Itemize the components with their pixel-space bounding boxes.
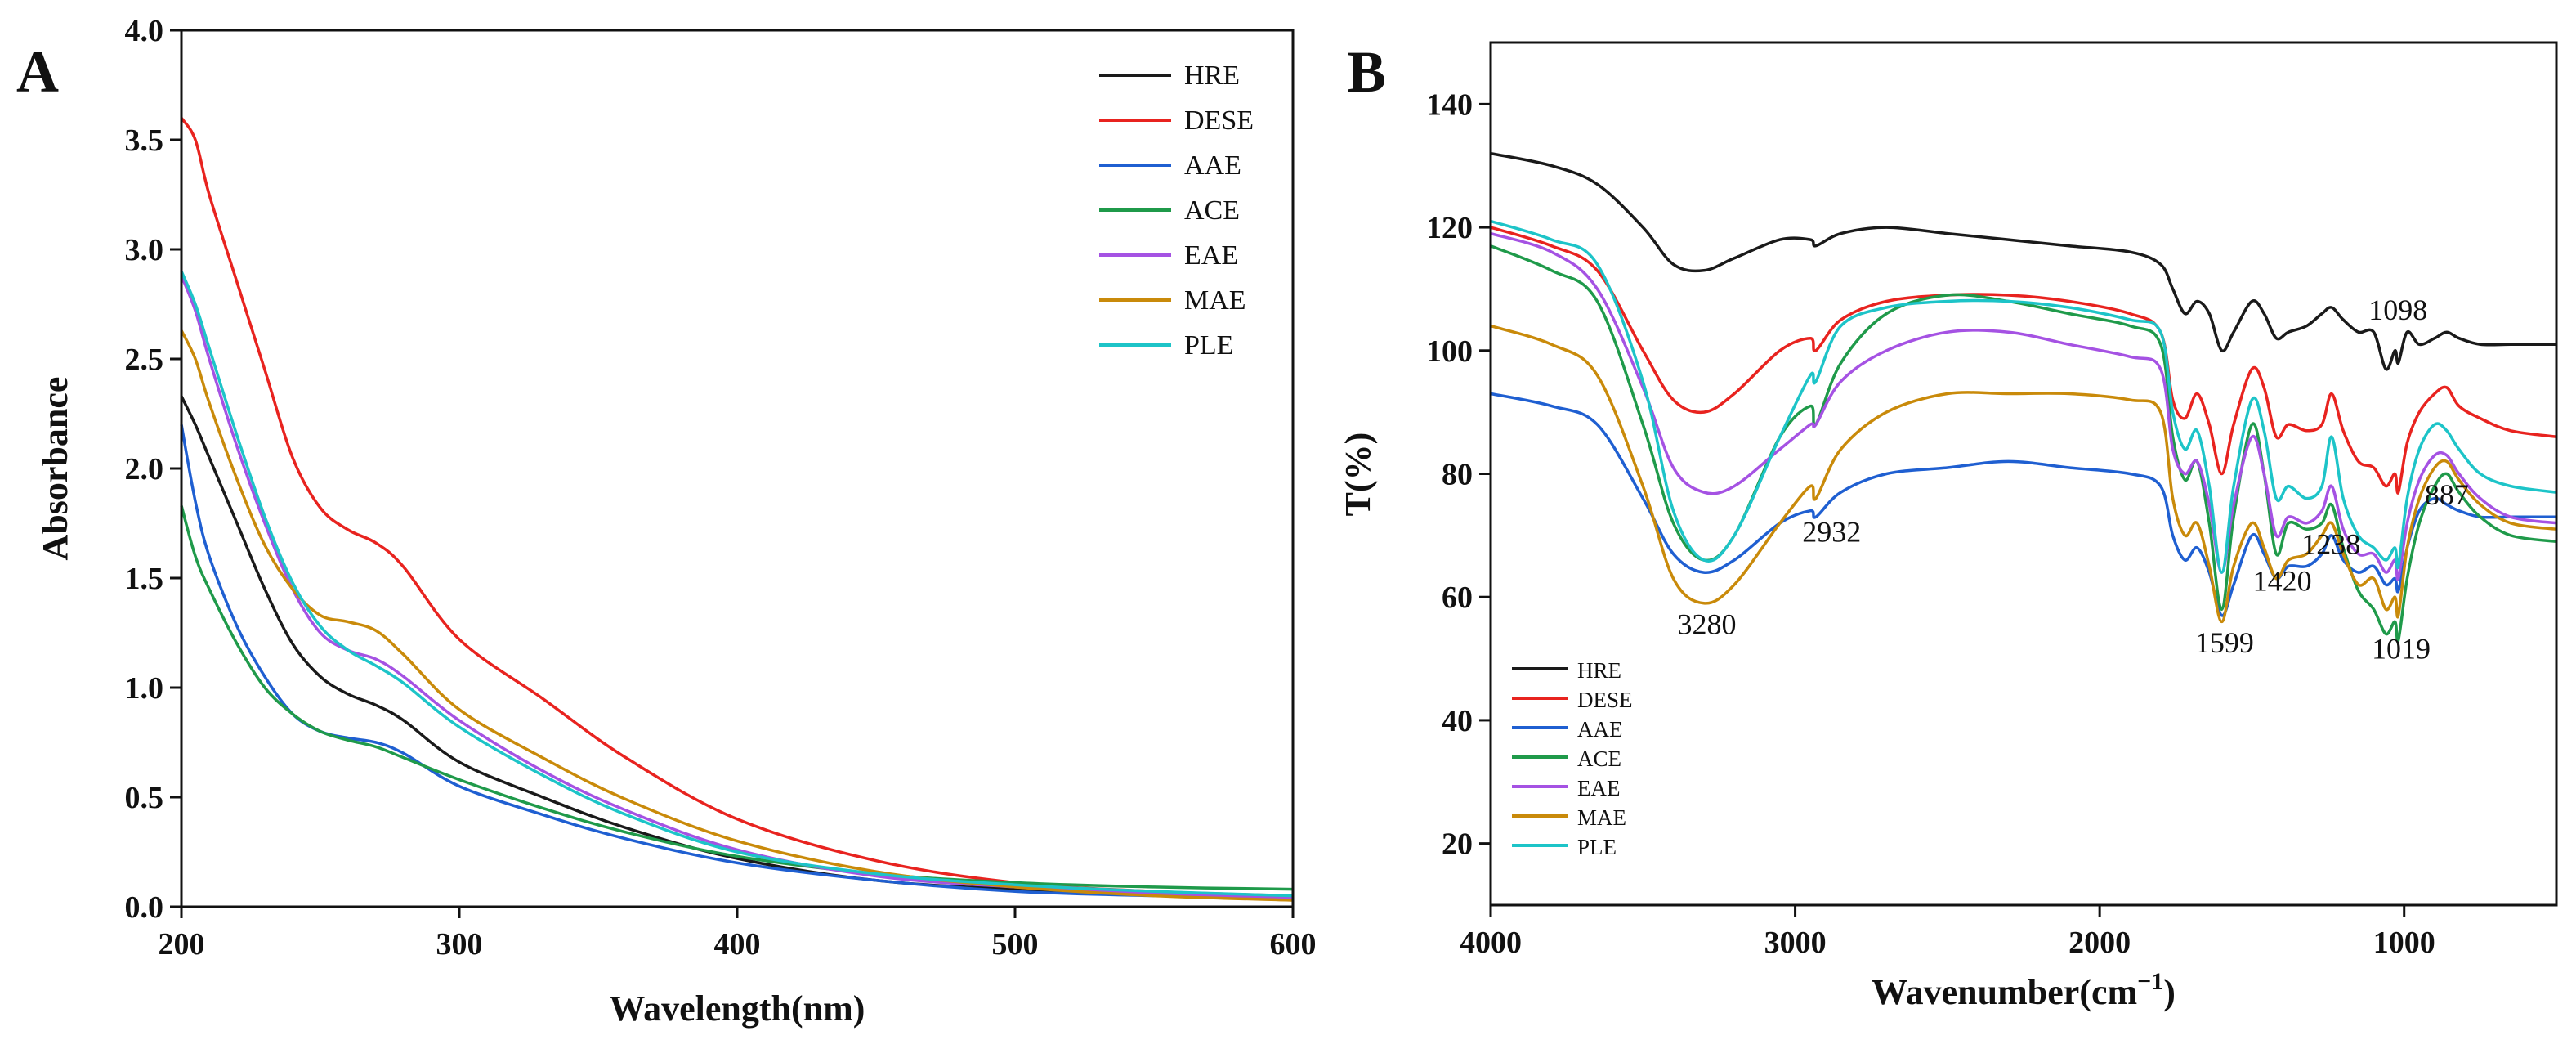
peak-label-3280: 3280 <box>1678 607 1737 640</box>
legend-label-mae: MAE <box>1184 285 1246 316</box>
chart-a-ylabel: Absorbance <box>35 377 75 561</box>
y-tick-label: 1.0 <box>125 671 164 706</box>
panel-b-letter: B <box>1347 39 1386 105</box>
legend-label-aae: AAE <box>1577 717 1623 742</box>
series-line-mae <box>1490 324 2557 624</box>
chart-b-xlabel-main: Wavenumber(cm <box>1872 972 2137 1012</box>
legend-label-mae: MAE <box>1577 805 1626 830</box>
series-line-hre <box>180 395 1294 898</box>
series-line-dese <box>1490 226 2557 495</box>
y-tick-label: 2.5 <box>125 343 164 377</box>
legend-label-ace: ACE <box>1577 746 1621 771</box>
peak-label-1238: 1238 <box>2301 527 2360 560</box>
legend-label-ace: ACE <box>1184 195 1240 226</box>
legend-label-eae: EAE <box>1577 776 1620 800</box>
y-tick-label: 0.0 <box>125 890 164 925</box>
chart-a-legend: HRE DESE AAE ACE EAE MAE PLE <box>1099 61 1254 361</box>
y-tick-label: 120 <box>1426 211 1473 245</box>
chart-b-ylabel: T(%) <box>1338 433 1378 517</box>
chart-b-legend: HRE DESE AAE ACE EAE MAE PLE <box>1512 658 1633 859</box>
legend-label-aae: AAE <box>1184 150 1241 181</box>
y-tick-label: 140 <box>1426 87 1473 122</box>
legend-label-dese: DESE <box>1184 105 1254 136</box>
legend-label-dese: DESE <box>1577 688 1633 712</box>
chart-a-xlabel: Wavelength(nm) <box>610 988 865 1029</box>
series-line-ple <box>180 271 1294 898</box>
peak-label-887: 887 <box>2425 478 2469 511</box>
chart-a-ticks: 200 300 400 500 600 0.0 0.5 1.0 1.5 2.0 2.5 3.0 3.5 4… <box>125 14 1317 962</box>
x-tick-label: 400 <box>714 927 761 962</box>
chart-b-annotations: 3280 2932 1599 1420 1238 1019 887 1098 <box>1678 294 2469 665</box>
legend-label-eae: EAE <box>1184 240 1238 271</box>
panel-a-letter: A <box>16 39 59 105</box>
chart-b-ticks: 4000 3000 2000 1000 20 40 60 80 100 120 140 <box>1426 87 2435 960</box>
peak-label-1098: 1098 <box>2368 294 2427 326</box>
y-tick-label: 3.0 <box>125 233 164 267</box>
peak-label-1019: 1019 <box>2372 633 2431 666</box>
chart-a-series <box>180 117 1294 902</box>
x-tick-label: 4000 <box>1460 926 1522 960</box>
x-tick-label: 1000 <box>2373 926 2435 960</box>
series-line-aae <box>180 424 1294 900</box>
chart-b: 4000 3000 2000 1000 20 40 60 80 100 120 140 3280 29… <box>1338 41 2558 1012</box>
chart-a-plot-frame <box>180 29 1295 908</box>
y-tick-label: 2.0 <box>125 452 164 486</box>
y-tick-label: 4.0 <box>125 14 164 48</box>
legend-label-ple: PLE <box>1184 330 1233 361</box>
series-line-ace <box>180 505 1294 891</box>
x-tick-label: 2000 <box>2068 926 2131 960</box>
legend-label-ple: PLE <box>1577 835 1617 859</box>
y-tick-label: 60 <box>1442 581 1473 615</box>
chart-a: 200 300 400 500 600 0.0 0.5 1.0 1.5 2.0 2.5 3.0 3.5 4… <box>35 14 1317 1029</box>
peak-label-1420: 1420 <box>2253 565 2312 598</box>
y-tick-label: 20 <box>1442 827 1473 862</box>
x-tick-label: 300 <box>436 927 483 962</box>
y-tick-label: 80 <box>1442 458 1473 492</box>
x-tick-label: 3000 <box>1764 926 1827 960</box>
x-tick-label: 600 <box>1270 927 1317 962</box>
series-line-mae <box>180 329 1294 902</box>
legend-label-hre: HRE <box>1184 61 1240 91</box>
x-tick-label: 200 <box>159 927 205 962</box>
chart-b-plot-frame <box>1489 41 2558 907</box>
y-tick-label: 40 <box>1442 704 1473 738</box>
x-tick-label: 500 <box>992 927 1039 962</box>
y-tick-label: 1.5 <box>125 562 164 596</box>
series-line-dese <box>180 117 1294 898</box>
series-line-ple <box>1490 219 2557 574</box>
y-tick-label: 0.5 <box>125 781 164 815</box>
y-tick-label: 3.5 <box>125 123 164 158</box>
peak-label-1599: 1599 <box>2195 626 2254 659</box>
chart-b-xlabel: Wavenumber(cm−1) <box>1872 968 2176 1012</box>
chart-b-xlabel-superscript: −1 <box>2137 968 2163 995</box>
peak-label-2932: 2932 <box>1802 515 1861 548</box>
legend-label-hre: HRE <box>1577 658 1621 683</box>
chart-b-series <box>1490 151 2557 643</box>
series-line-hre <box>1490 151 2556 371</box>
chart-b-xlabel-suffix: ) <box>2163 972 2176 1012</box>
y-tick-label: 100 <box>1426 334 1473 369</box>
